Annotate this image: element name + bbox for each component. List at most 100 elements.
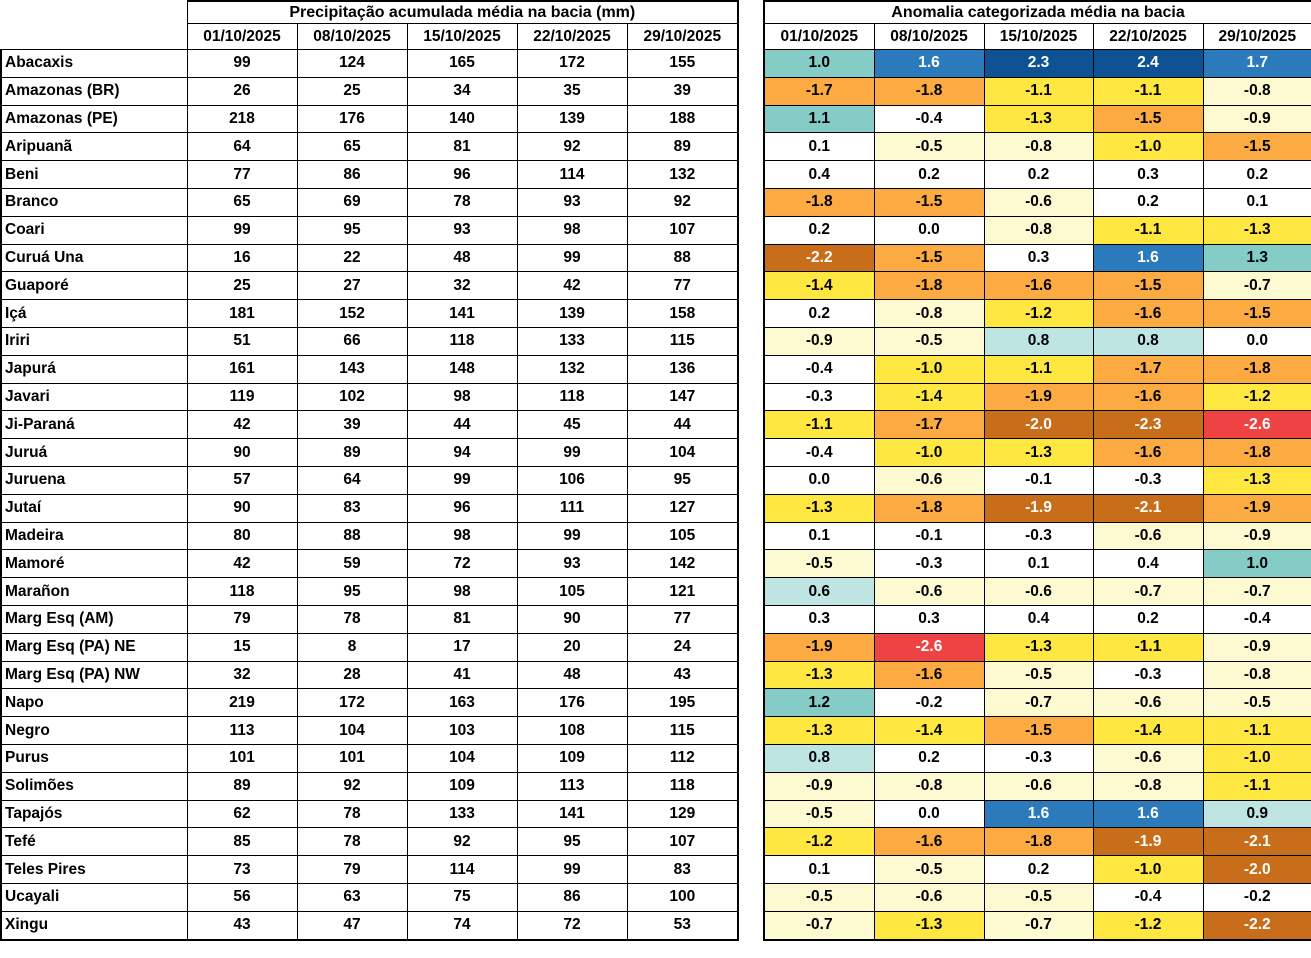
precip-cell: 63	[296, 882, 408, 912]
anomaly-cell: 2.4	[1092, 49, 1204, 78]
precip-cell: 103	[406, 716, 518, 745]
anomaly-cell: -0.5	[983, 882, 1094, 912]
precip-cell: 109	[516, 743, 628, 773]
anomaly-cell: -0.6	[1092, 688, 1204, 718]
anomaly-row: -0.3 -1.4 -1.9 -1.6 -1.2	[763, 382, 1311, 412]
precip-cell: 99	[186, 49, 298, 78]
anomaly-cell: -1.1	[983, 76, 1094, 106]
precip-cell: 111	[516, 493, 628, 523]
anomaly-cell: 0.1	[763, 855, 875, 884]
basin-row: Aripuanã 64 65 81 92 89	[0, 132, 739, 162]
anomaly-cell: -1.4	[1092, 716, 1204, 745]
precip-cell: 195	[626, 688, 739, 718]
precip-cell: 81	[406, 132, 518, 162]
date-header: 15/10/2025	[983, 23, 1094, 50]
basin-label: Purus	[0, 743, 188, 773]
anomaly-cell: -1.8	[763, 187, 875, 217]
precip-cell: 24	[626, 632, 739, 662]
basin-label: Negro	[0, 716, 188, 745]
anomaly-cell: -0.4	[1202, 604, 1311, 634]
basin-label: Madeira	[0, 521, 188, 551]
basin-row: Beni 77 86 96 114 132	[0, 160, 739, 189]
anomaly-row: -1.1 -1.7 -2.0 -2.3 -2.6	[763, 410, 1311, 440]
precip-cell: 95	[626, 465, 739, 495]
anomaly-cell: -0.9	[1202, 104, 1311, 134]
precipitation-table: Precipitação acumulada média na bacia (m…	[0, 0, 740, 941]
anomaly-row: -1.7 -1.8 -1.1 -1.1 -0.8	[763, 76, 1311, 106]
basin-row: Amazonas (BR) 26 25 34 35 39	[0, 76, 739, 106]
anomaly-cell: 0.0	[1202, 326, 1311, 356]
anomaly-cell: -0.5	[763, 549, 875, 579]
precip-cell: 74	[406, 910, 518, 941]
precip-cell: 98	[406, 382, 518, 412]
precip-cell: 95	[296, 215, 408, 245]
precip-cell: 99	[516, 438, 628, 467]
anomaly-cell: 1.1	[763, 104, 875, 134]
anomaly-cell: -0.7	[983, 688, 1094, 718]
anomaly-cell: -2.1	[1092, 493, 1204, 523]
anomaly-cell: 1.0	[763, 49, 875, 78]
anomaly-row: 0.2 0.0 -0.8 -1.1 -1.3	[763, 215, 1311, 245]
basin-row: Tapajós 62 78 133 141 129	[0, 799, 739, 829]
anomaly-cell: -1.8	[873, 271, 985, 301]
anomaly-cell: -1.1	[983, 354, 1094, 384]
anomaly-cell: -1.4	[873, 716, 985, 745]
anomaly-cell: 0.2	[983, 855, 1094, 884]
basin-label: Aripuanã	[0, 132, 188, 162]
basin-row: Japurá 161 143 148 132 136	[0, 354, 739, 384]
anomaly-cell: -0.3	[763, 382, 875, 412]
anomaly-cell: -2.0	[983, 410, 1094, 440]
anomaly-cell: 2.3	[983, 49, 1094, 78]
anomaly-cell: -1.5	[1202, 299, 1311, 328]
precip-cell: 113	[186, 716, 298, 745]
anomaly-row: -1.4 -1.8 -1.6 -1.5 -0.7	[763, 271, 1311, 301]
precip-cell: 96	[406, 493, 518, 523]
basin-row: Jutaí 90 83 96 111 127	[0, 493, 739, 523]
anomaly-cell: -1.3	[1202, 215, 1311, 245]
precip-cell: 15	[186, 632, 298, 662]
basin-label: Japurá	[0, 354, 188, 384]
anomaly-cell: -0.9	[1202, 632, 1311, 662]
precip-cell: 139	[516, 299, 628, 328]
anomaly-row: -0.5 -0.3 0.1 0.4 1.0	[763, 549, 1311, 579]
anomaly-row: 0.8 0.2 -0.3 -0.6 -1.0	[763, 743, 1311, 773]
basin-label: Marg Esq (PA) NE	[0, 632, 188, 662]
precip-cell: 96	[406, 160, 518, 189]
basin-row: Curuá Una 16 22 48 99 88	[0, 243, 739, 273]
precip-cell: 35	[516, 76, 628, 106]
anomaly-cell: -0.7	[1202, 271, 1311, 301]
precip-cell: 39	[296, 410, 408, 440]
precip-cell: 136	[626, 354, 739, 384]
anomaly-row: -1.8 -1.5 -0.6 0.2 0.1	[763, 187, 1311, 217]
anomaly-cell: -2.6	[873, 632, 985, 662]
anomaly-cell: 1.2	[763, 688, 875, 718]
anomaly-row: -0.9 -0.8 -0.6 -0.8 -1.1	[763, 771, 1311, 801]
date-header: 22/10/2025	[1092, 23, 1204, 50]
basin-row: Tefé 85 78 92 95 107	[0, 827, 739, 857]
anomaly-row: 0.1 -0.5 -0.8 -1.0 -1.5	[763, 132, 1311, 162]
basin-label: Marg Esq (PA) NW	[0, 660, 188, 690]
anomaly-cell: 0.4	[1092, 549, 1204, 579]
precip-cell: 92	[406, 827, 518, 857]
anomaly-cell: -0.4	[873, 104, 985, 134]
precip-cell: 25	[186, 271, 298, 301]
anomaly-cell: 0.1	[763, 521, 875, 551]
precip-cell: 81	[406, 604, 518, 634]
anomaly-cell: -0.6	[983, 771, 1094, 801]
basin-row: Ucayali 56 63 75 86 100	[0, 882, 739, 912]
anomaly-cell: 1.0	[1202, 549, 1311, 579]
anomaly-cell: -0.5	[873, 855, 985, 884]
anomaly-cell: -1.9	[1202, 493, 1311, 523]
precip-cell: 80	[186, 521, 298, 551]
anomaly-cell: -2.2	[1202, 910, 1311, 941]
precip-cell: 118	[626, 771, 739, 801]
anomaly-cell: -0.3	[983, 743, 1094, 773]
basin-row: Ji-Paraná 42 39 44 45 44	[0, 410, 739, 440]
anomaly-cell: -0.8	[1202, 660, 1311, 690]
precip-cell: 114	[406, 855, 518, 884]
anomaly-row: -1.3 -1.4 -1.5 -1.4 -1.1	[763, 716, 1311, 745]
basin-row: Marg Esq (AM) 79 78 81 90 77	[0, 604, 739, 634]
basin-row: Negro 113 104 103 108 115	[0, 716, 739, 745]
basin-label: Juruá	[0, 438, 188, 467]
anomaly-cell: -1.3	[983, 104, 1094, 134]
